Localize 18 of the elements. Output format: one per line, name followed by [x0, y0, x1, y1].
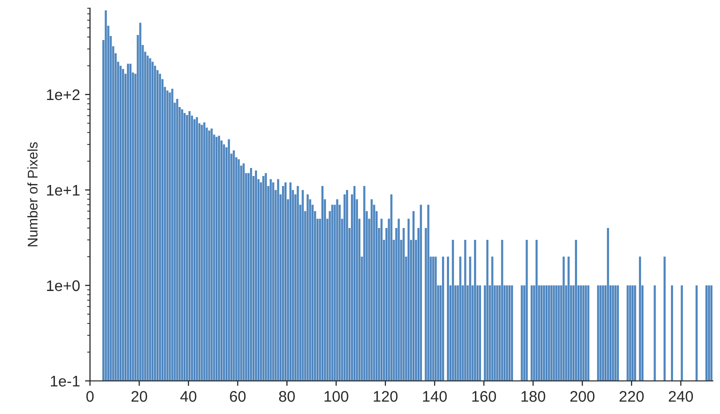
- y-tick-label: 1e+0: [47, 280, 80, 292]
- x-tick-label: 80: [279, 391, 295, 402]
- x-tick-label: 220: [620, 391, 644, 402]
- x-tick-label: 100: [324, 391, 348, 402]
- y-axis-title: Number of Pixels: [27, 142, 38, 246]
- x-tick-label: 120: [374, 391, 398, 402]
- y-tick-label: 1e+1: [47, 184, 80, 196]
- x-tick-label: 180: [522, 391, 546, 402]
- x-tick-label: 60: [230, 391, 246, 402]
- x-tick-label: 0: [86, 391, 94, 402]
- x-tick-label: 140: [423, 391, 447, 402]
- x-tick-label: 160: [472, 391, 496, 402]
- x-tick-label: 240: [668, 391, 693, 402]
- x-tick-label: 200: [570, 391, 594, 402]
- x-tick-label: 40: [180, 391, 196, 402]
- x-tick-label: 20: [132, 391, 148, 402]
- y-tick-label: 1e-1: [50, 376, 80, 387]
- y-tick-label: 1e+2: [47, 89, 80, 100]
